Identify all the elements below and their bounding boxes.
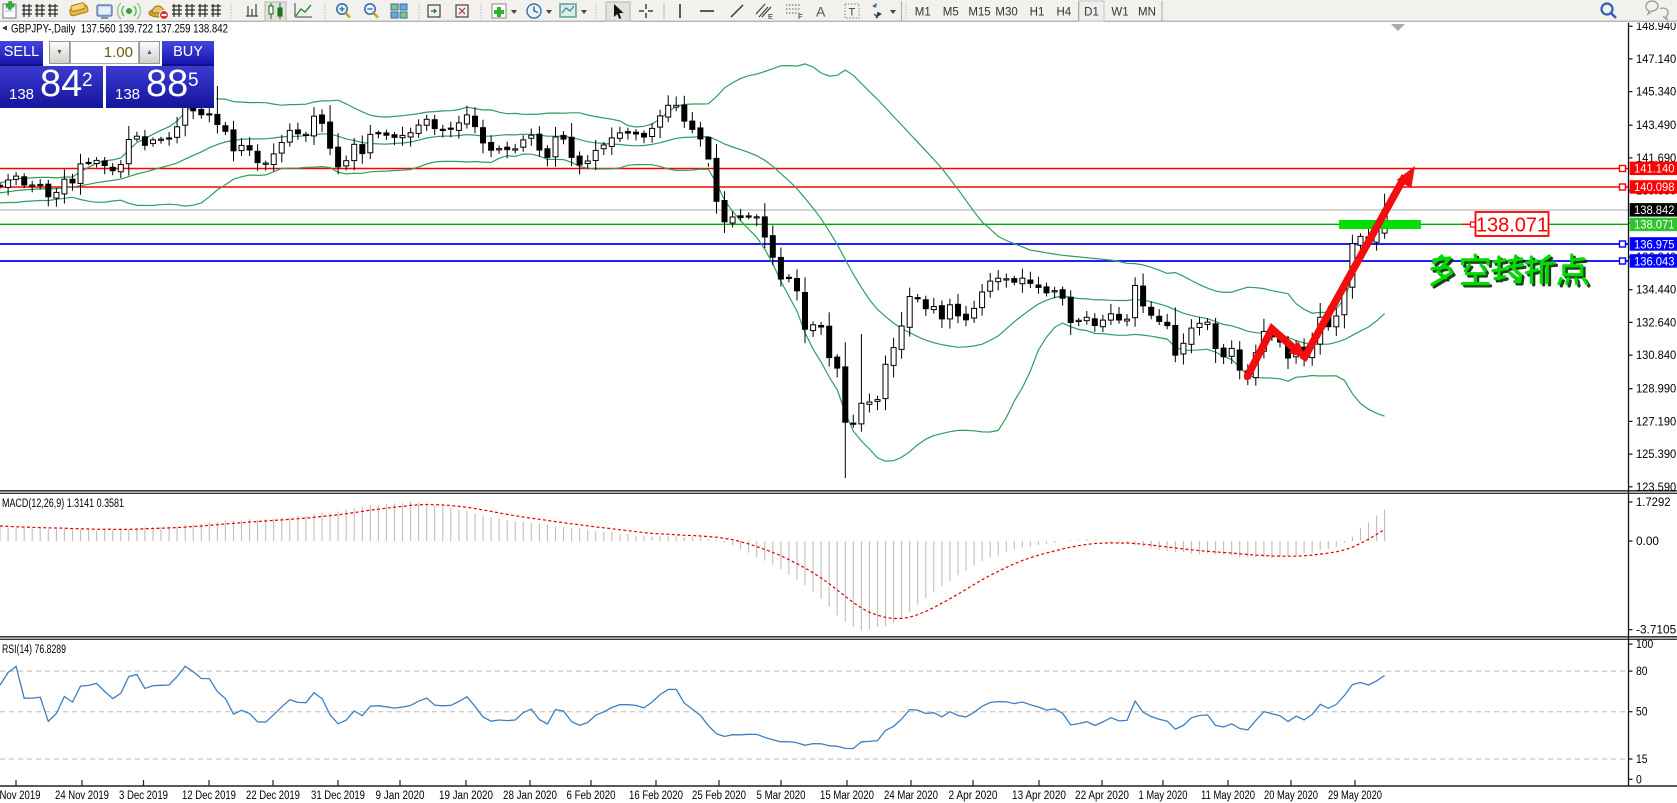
svg-text:3 Dec 2019: 3 Dec 2019 [119,790,168,802]
svg-text:W1: W1 [1111,7,1128,19]
svg-text:H1: H1 [1030,7,1045,19]
svg-text:9 Jan 2020: 9 Jan 2020 [376,790,425,802]
svg-text:F: F [798,12,803,21]
svg-text:15: 15 [1636,754,1648,766]
svg-text:136.043: 136.043 [1634,254,1675,268]
svg-text:22 Dec 2019: 22 Dec 2019 [246,790,300,802]
svg-text:134.440: 134.440 [1636,285,1676,297]
svg-text:5 Mar 2020: 5 Mar 2020 [757,790,806,802]
svg-text:6 Feb 2020: 6 Feb 2020 [567,790,616,802]
svg-text:138.071: 138.071 [1476,215,1548,237]
svg-text:123.590: 123.590 [1636,482,1676,494]
svg-text:140.098: 140.098 [1634,180,1675,194]
svg-text:132.640: 132.640 [1636,317,1676,329]
svg-text:RSI(14) 76.8289: RSI(14) 76.8289 [2,644,66,656]
svg-text:M30: M30 [995,7,1017,19]
svg-text:28 Jan 2020: 28 Jan 2020 [503,790,557,802]
svg-text:20 May 2020: 20 May 2020 [1264,790,1318,802]
svg-text:1 May 2020: 1 May 2020 [1139,790,1188,802]
svg-text:50: 50 [1636,707,1648,719]
svg-text:12 Dec 2019: 12 Dec 2019 [182,790,236,802]
svg-text:80: 80 [1636,666,1648,678]
svg-text:138.071: 138.071 [1634,218,1675,232]
svg-text:1.7292: 1.7292 [1636,497,1671,509]
svg-text:0: 0 [1636,774,1642,786]
svg-text:11 May 2020: 11 May 2020 [1201,790,1255,802]
svg-text:T: T [849,7,856,19]
svg-text:MN: MN [1138,7,1156,19]
svg-text:130.840: 130.840 [1636,350,1676,362]
svg-text:4 Nov 2019: 4 Nov 2019 [0,790,41,802]
svg-text:145.340: 145.340 [1636,87,1676,99]
svg-text:15 Mar 2020: 15 Mar 2020 [820,790,874,802]
svg-text:128.990: 128.990 [1636,384,1676,396]
svg-text:31 Dec 2019: 31 Dec 2019 [311,790,365,802]
svg-text:127.190: 127.190 [1636,416,1676,428]
svg-text:M15: M15 [968,7,990,19]
svg-text:24 Mar 2020: 24 Mar 2020 [884,790,938,802]
svg-text:125.390: 125.390 [1636,449,1676,461]
svg-text:E: E [768,12,773,21]
svg-text:29 May 2020: 29 May 2020 [1328,790,1382,802]
svg-text:138.842: 138.842 [1634,203,1675,217]
svg-text:25 Feb 2020: 25 Feb 2020 [692,790,746,802]
svg-text:13 Apr 2020: 13 Apr 2020 [1012,790,1066,802]
svg-text:H4: H4 [1056,7,1071,19]
svg-text:D1: D1 [1084,7,1099,19]
svg-text:M5: M5 [943,7,959,19]
svg-text:141.140: 141.140 [1634,162,1675,176]
svg-text:24 Nov 2019: 24 Nov 2019 [55,790,109,802]
svg-text:A: A [816,4,826,20]
svg-text:100: 100 [1636,639,1653,651]
svg-text:147.140: 147.140 [1636,54,1676,66]
svg-text:M1: M1 [915,7,931,19]
svg-text:MACD(12,26,9) 1.3141 0.3581: MACD(12,26,9) 1.3141 0.3581 [2,498,124,510]
svg-text:143.490: 143.490 [1636,120,1676,132]
svg-text:19 Jan 2020: 19 Jan 2020 [439,790,493,802]
svg-text:16 Feb 2020: 16 Feb 2020 [629,790,683,802]
svg-text:22 Apr 2020: 22 Apr 2020 [1075,790,1129,802]
svg-text:136.975: 136.975 [1634,237,1675,251]
svg-text:0.00: 0.00 [1636,536,1659,548]
svg-text:-3.7105: -3.7105 [1636,625,1676,637]
svg-text:2 Apr 2020: 2 Apr 2020 [949,790,998,802]
svg-text:148.940: 148.940 [1636,21,1676,33]
svg-text:GBPJPY-,Daily 137.560 139.722: GBPJPY-,Daily 137.560 139.722 137.259 13… [11,22,228,36]
